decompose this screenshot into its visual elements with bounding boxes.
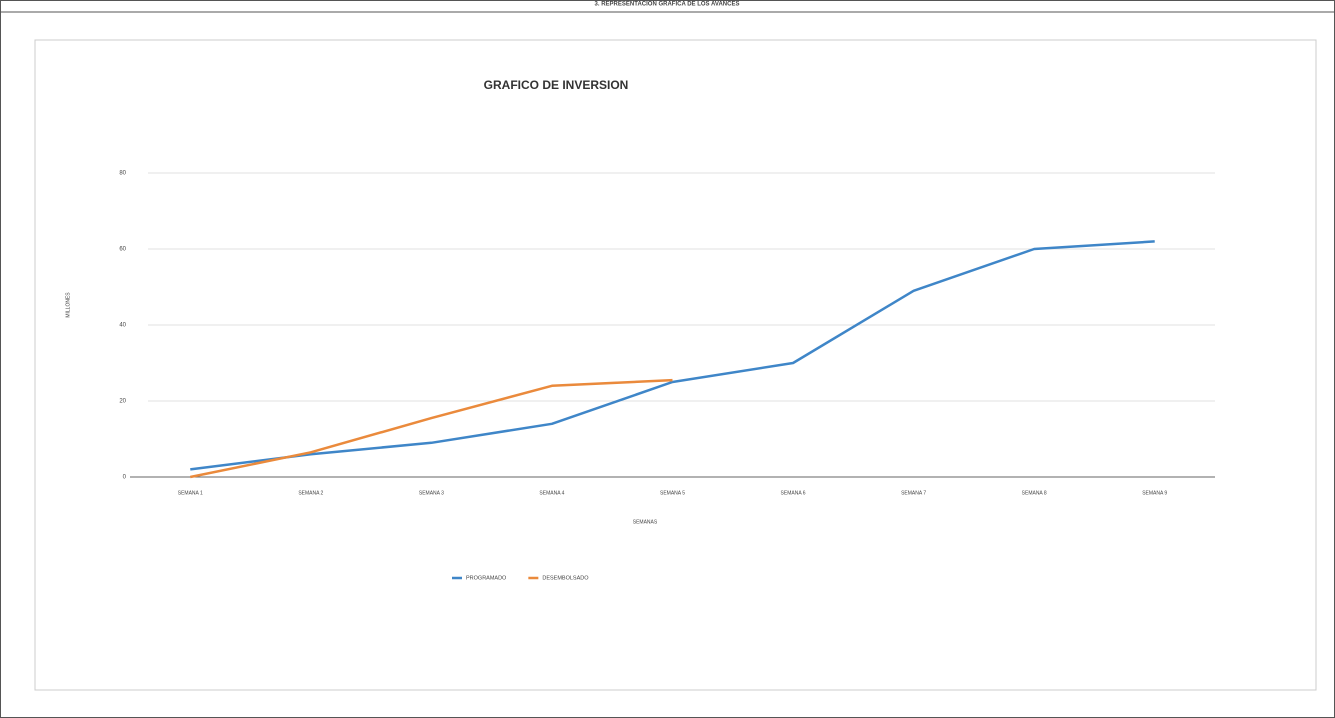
series-line — [190, 378, 673, 479]
y-tick-label: 40 — [119, 323, 126, 329]
x-tick-label: SEMANA 1 — [178, 490, 203, 496]
legend-label: DESEMBOLSADO — [542, 575, 589, 581]
series-line — [190, 240, 1155, 471]
x-tick-label: SEMANA 5 — [660, 490, 685, 496]
legend-label: PROGRAMADO — [466, 575, 507, 581]
x-tick-label: SEMANA 6 — [781, 490, 806, 496]
x-tick-label: SEMANA 4 — [539, 490, 564, 496]
y-axis-label: MILLONES — [65, 292, 71, 318]
x-tick-label: SEMANA 8 — [1022, 490, 1047, 496]
x-axis-label: SEMANAS — [633, 519, 658, 525]
header-title: 3. REPRESENTACION GRAFICA DE LOS AVANCES — [595, 2, 740, 8]
y-tick-label: 60 — [119, 247, 126, 253]
y-tick-label: 20 — [119, 399, 126, 405]
x-tick-label: SEMANA 9 — [1142, 490, 1167, 496]
y-tick-label: 0 — [123, 475, 127, 481]
x-tick-label: SEMANA 3 — [419, 490, 444, 496]
y-tick-label: 80 — [119, 171, 126, 177]
x-tick-label: SEMANA 7 — [901, 490, 926, 496]
x-tick-label: SEMANA 2 — [298, 490, 323, 496]
chart-title: GRAFICO DE INVERSION — [484, 78, 629, 92]
chart-frame — [34, 39, 1317, 691]
